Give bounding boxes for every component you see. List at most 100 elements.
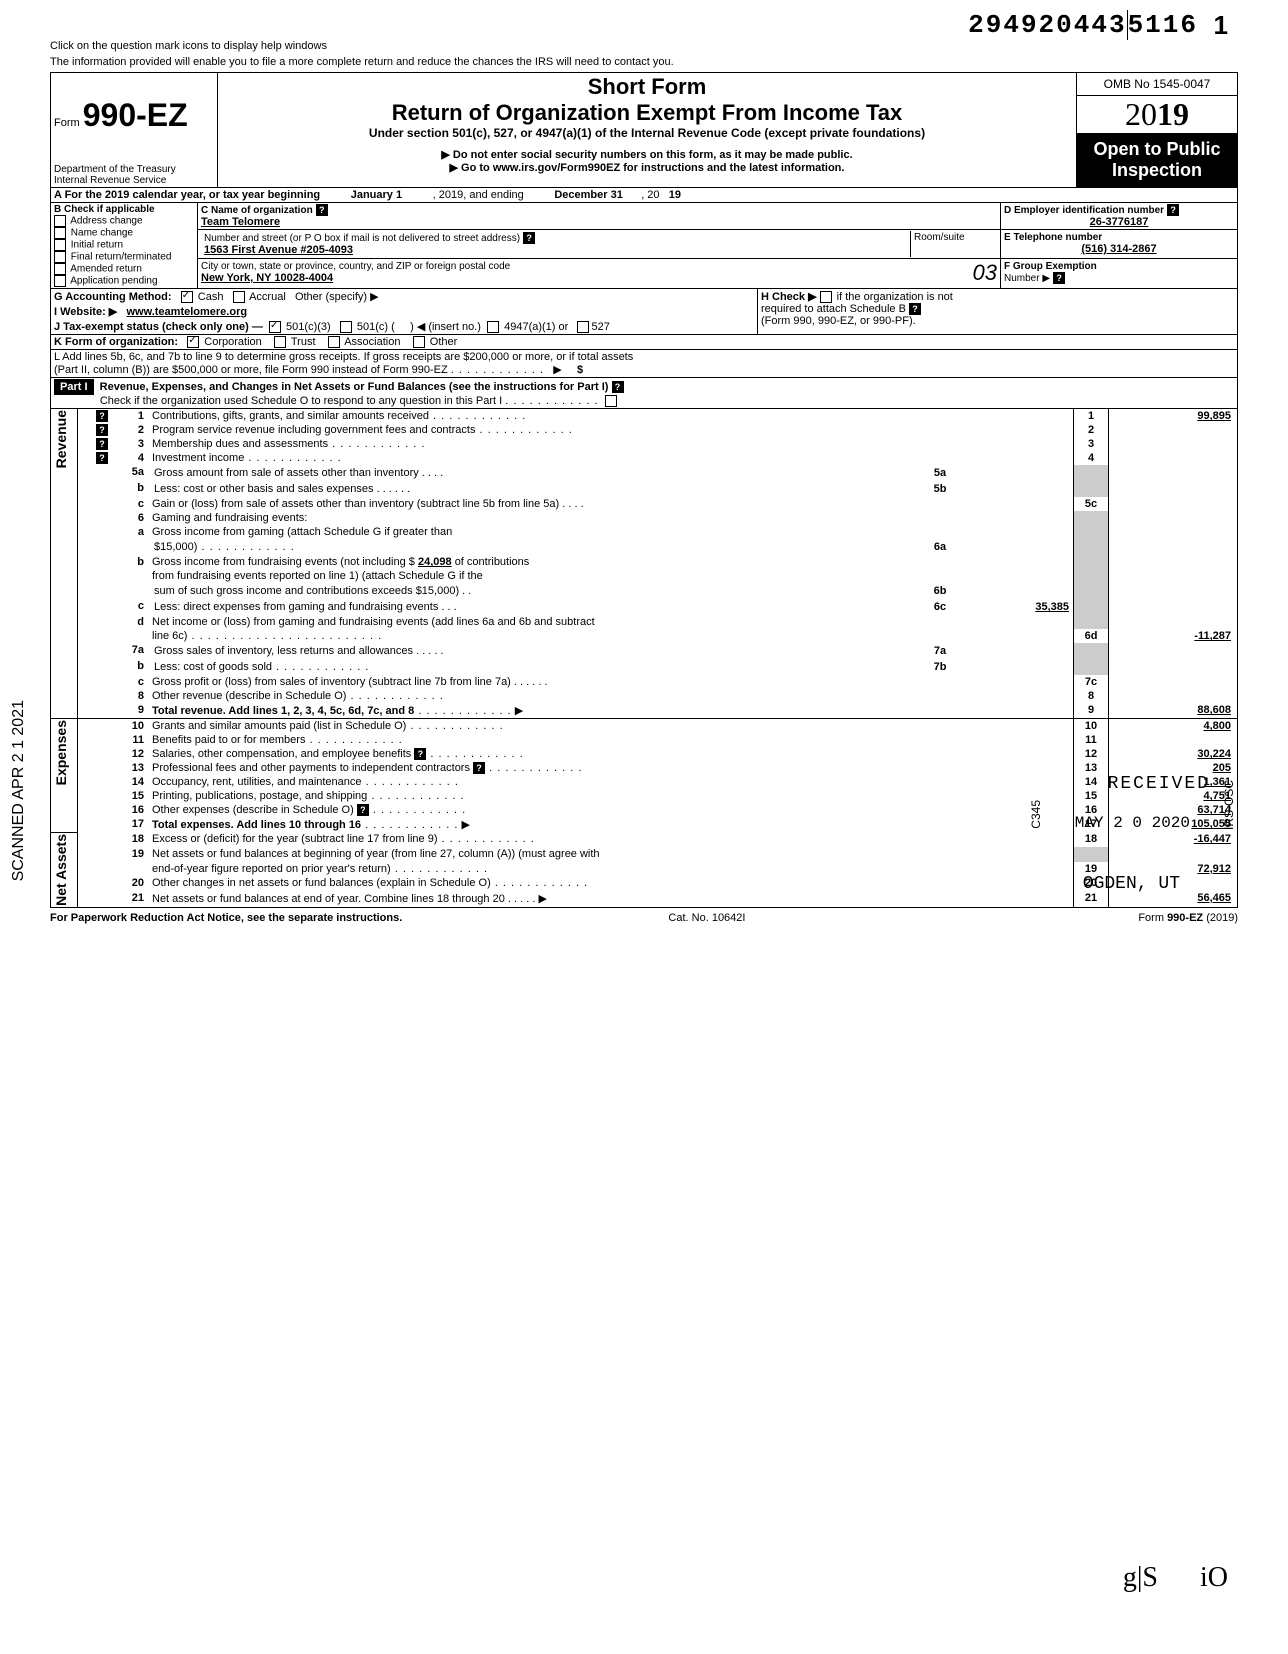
assoc-checkbox[interactable] xyxy=(328,336,340,348)
line-6b-ibox: 6b xyxy=(923,584,957,598)
line-7c-num: c xyxy=(114,675,150,689)
name-change-checkbox[interactable] xyxy=(54,227,66,239)
line-1-text: Contributions, gifts, grants, and simila… xyxy=(152,410,429,422)
corp-checkbox[interactable] xyxy=(187,336,199,348)
line-8-num: 8 xyxy=(114,689,150,703)
cash-checkbox[interactable] xyxy=(181,291,193,303)
4947-checkbox[interactable] xyxy=(487,321,499,333)
line-6a-text: Gross income from gaming (attach Schedul… xyxy=(150,525,1074,539)
addr-change-checkbox[interactable] xyxy=(54,215,66,227)
period-mid: , 2019, and ending xyxy=(433,189,524,201)
revenue-sidelabel: Revenue xyxy=(53,410,69,468)
other-org-checkbox[interactable] xyxy=(413,336,425,348)
line-17-text: Total expenses. Add lines 10 through 16 xyxy=(152,819,361,831)
line-13-num: 13 xyxy=(114,761,150,775)
other-specify-label: Other (specify) ▶ xyxy=(295,291,379,303)
501c-checkbox[interactable] xyxy=(340,321,352,333)
form-number: 990-EZ xyxy=(83,97,188,133)
g-label: G Accounting Method: xyxy=(54,291,172,303)
line-4-text: Investment income xyxy=(152,452,244,464)
schedule-o-checkbox[interactable] xyxy=(605,395,617,407)
city-label: City or town, state or province, country… xyxy=(201,261,510,272)
amended-checkbox[interactable] xyxy=(54,263,66,275)
date-stamp: MAY 2 0 2020 xyxy=(1067,810,1198,836)
help-icon[interactable]: ? xyxy=(523,232,535,244)
help-icon[interactable]: ? xyxy=(357,804,369,816)
line-10-num: 10 xyxy=(114,719,150,734)
line-10-text: Grants and similar amounts paid (list in… xyxy=(152,720,406,732)
street-value: 1563 First Avenue #205-4093 xyxy=(204,244,353,256)
line-5b-text: Less: cost or other basis and sales expe… xyxy=(154,483,374,495)
help-icon[interactable]: ? xyxy=(96,410,108,422)
line-3-num: 3 xyxy=(114,437,150,451)
line-18-text: Excess or (deficit) for the year (subtra… xyxy=(152,833,438,845)
help-hint: Click on the question mark icons to disp… xyxy=(50,40,1238,52)
help-icon[interactable]: ? xyxy=(96,438,108,450)
line-7b-num: b xyxy=(114,659,150,675)
e-label: E Telephone number xyxy=(1004,232,1102,243)
help-icon[interactable]: ? xyxy=(96,424,108,436)
help-icon[interactable]: ? xyxy=(1053,272,1065,284)
line-7c-value xyxy=(1109,675,1238,689)
line-5a-num: 5a xyxy=(114,465,150,481)
document-number: 2949204435116 xyxy=(968,10,1198,40)
527-checkbox[interactable] xyxy=(577,321,589,333)
line-6b-amt: 24,098 xyxy=(418,556,452,568)
line-2-box: 2 xyxy=(1074,423,1109,437)
app-pending-checkbox[interactable] xyxy=(54,275,66,287)
line-4-value xyxy=(1109,451,1238,465)
period-begin: January 1 xyxy=(351,189,402,201)
line-5a-text: Gross amount from sale of assets other t… xyxy=(154,467,419,479)
line-3-value xyxy=(1109,437,1238,451)
footer-form: 990-EZ xyxy=(1167,912,1203,924)
l-line2: (Part II, column (B)) are $500,000 or mo… xyxy=(54,364,448,376)
line-15-num: 15 xyxy=(114,789,150,803)
line-3-box: 3 xyxy=(1074,437,1109,451)
line-7a-num: 7a xyxy=(114,643,150,659)
dept-treasury: Department of the Treasury xyxy=(54,164,214,175)
line-6c-ibox: 6c xyxy=(923,600,957,614)
h-checkbox[interactable] xyxy=(820,291,832,303)
f-label: F Group Exemption xyxy=(1004,261,1097,272)
line-5c-num: c xyxy=(114,497,150,511)
line-6a-ibox: 6a xyxy=(923,540,957,554)
help-icon[interactable]: ? xyxy=(96,452,108,464)
part1-check-text: Check if the organization used Schedule … xyxy=(100,395,502,407)
line-12-num: 12 xyxy=(114,747,150,761)
line-6a-num: a xyxy=(114,525,150,539)
help-icon[interactable]: ? xyxy=(473,762,485,774)
line-20-num: 20 xyxy=(114,876,150,891)
goto-link: ▶ Go to www.irs.gov/Form990EZ for instru… xyxy=(221,161,1073,174)
line-15-text: Printing, publications, postage, and shi… xyxy=(152,790,367,802)
line-8-box: 8 xyxy=(1074,689,1109,703)
help-icon[interactable]: ? xyxy=(1167,204,1179,216)
501c3-checkbox[interactable] xyxy=(269,321,281,333)
line-2-value xyxy=(1109,423,1238,437)
help-icon[interactable]: ? xyxy=(316,204,328,216)
line-12-text: Salaries, other compensation, and employ… xyxy=(152,748,411,760)
part1-bar: Part I xyxy=(54,379,94,395)
line-5c-value xyxy=(1109,497,1238,511)
final-return-checkbox[interactable] xyxy=(54,251,66,263)
line-6a-text2: $15,000) xyxy=(154,541,197,553)
expenses-sidelabel: Expenses xyxy=(53,720,69,785)
help-icon[interactable]: ? xyxy=(414,748,426,760)
open-to-public: Open to Public xyxy=(1081,139,1233,160)
line-14-num: 14 xyxy=(114,775,150,789)
org-name: Team Telomere xyxy=(201,216,280,228)
ssn-warning: ▶ Do not enter social security numbers o… xyxy=(221,148,1073,161)
l-dollar: $ xyxy=(577,364,583,376)
name-change-label: Name change xyxy=(71,228,133,239)
help-icon[interactable]: ? xyxy=(909,303,921,315)
line-16-text: Other expenses (describe in Schedule O) xyxy=(152,804,354,816)
line-6c-ivalue: 35,385 xyxy=(957,600,1071,614)
line-6d-num: d xyxy=(114,615,150,629)
trust-checkbox[interactable] xyxy=(274,336,286,348)
line-6c-text: Less: direct expenses from gaming and fu… xyxy=(154,601,438,613)
initial-return-checkbox[interactable] xyxy=(54,239,66,251)
accrual-checkbox[interactable] xyxy=(233,291,245,303)
subtitle: Under section 501(c), 527, or 4947(a)(1)… xyxy=(221,126,1073,140)
part1-title: Revenue, Expenses, and Changes in Net As… xyxy=(100,381,609,393)
help-icon[interactable]: ? xyxy=(612,381,624,393)
501c3-label: 501(c)(3) xyxy=(286,321,331,333)
